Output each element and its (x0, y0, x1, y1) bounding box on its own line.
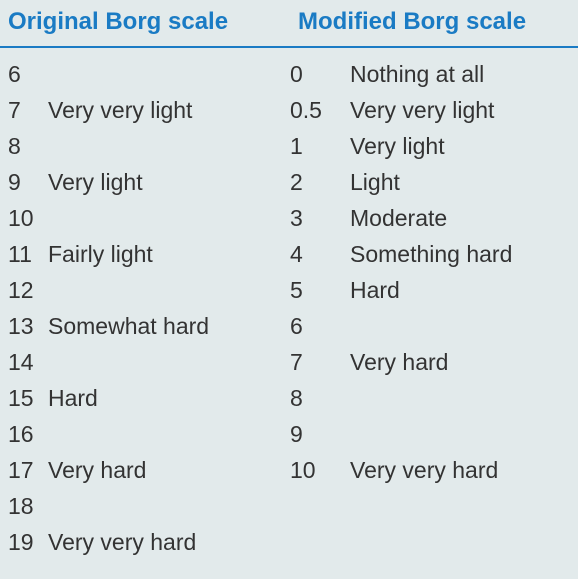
original-scale-number: 11 (8, 236, 48, 272)
original-scale-label (48, 272, 290, 308)
modified-scale-label (350, 488, 570, 524)
modified-scale-number: 9 (290, 416, 350, 452)
original-scale-label (48, 56, 290, 92)
modified-scale-label (350, 524, 570, 560)
modified-scale-label: Very hard (350, 344, 570, 380)
original-scale-number: 19 (8, 524, 48, 560)
modified-scale-label: Something hard (350, 236, 570, 272)
table-row: 10 3Moderate (8, 200, 570, 236)
original-scale-label: Very hard (48, 452, 290, 488)
modified-scale-number: 6 (290, 308, 350, 344)
header-original: Original Borg scale (8, 8, 298, 36)
modified-scale-number (290, 524, 350, 560)
table-row: 11Fairly light4Something hard (8, 236, 570, 272)
table-row: 6 0Nothing at all (8, 56, 570, 92)
original-scale-number: 15 (8, 380, 48, 416)
modified-scale-label: Very very light (350, 92, 570, 128)
table-row: 19Very very hard (8, 524, 570, 560)
original-scale-number: 17 (8, 452, 48, 488)
modified-scale-number: 3 (290, 200, 350, 236)
modified-scale-label: Very light (350, 128, 570, 164)
table-header-row: Original Borg scale Modified Borg scale (0, 0, 578, 48)
original-scale-label (48, 200, 290, 236)
original-scale-label: Very very hard (48, 524, 290, 560)
original-scale-label: Very very light (48, 92, 290, 128)
modified-scale-number: 7 (290, 344, 350, 380)
original-scale-label: Fairly light (48, 236, 290, 272)
original-scale-label: Very light (48, 164, 290, 200)
modified-scale-number: 5 (290, 272, 350, 308)
modified-scale-number (290, 488, 350, 524)
original-scale-label (48, 488, 290, 524)
original-scale-label (48, 416, 290, 452)
table-row: 9Very light2Light (8, 164, 570, 200)
original-scale-label (48, 128, 290, 164)
table-row: 14 7Very hard (8, 344, 570, 380)
original-scale-number: 12 (8, 272, 48, 308)
modified-scale-number: 10 (290, 452, 350, 488)
table-row: 15Hard8 (8, 380, 570, 416)
original-scale-label: Hard (48, 380, 290, 416)
original-scale-number: 18 (8, 488, 48, 524)
modified-scale-label: Hard (350, 272, 570, 308)
modified-scale-number: 2 (290, 164, 350, 200)
modified-scale-label (350, 308, 570, 344)
table-row: 17Very hard10Very very hard (8, 452, 570, 488)
modified-scale-number: 0.5 (290, 92, 350, 128)
original-scale-label: Somewhat hard (48, 308, 290, 344)
table-row: 16 9 (8, 416, 570, 452)
original-scale-number: 14 (8, 344, 48, 380)
table-row: 18 (8, 488, 570, 524)
original-scale-label (48, 344, 290, 380)
table-row: 7Very very light0.5Very very light (8, 92, 570, 128)
header-modified: Modified Borg scale (298, 8, 570, 36)
borg-scale-table: Original Borg scale Modified Borg scale … (0, 0, 578, 579)
modified-scale-label (350, 416, 570, 452)
original-scale-number: 6 (8, 56, 48, 92)
original-scale-number: 7 (8, 92, 48, 128)
table-body: 60Nothing at all7Very very light0.5Very … (0, 48, 578, 560)
modified-scale-label: Very very hard (350, 452, 570, 488)
original-scale-number: 9 (8, 164, 48, 200)
modified-scale-label: Light (350, 164, 570, 200)
table-row: 12 5Hard (8, 272, 570, 308)
original-scale-number: 8 (8, 128, 48, 164)
original-scale-number: 13 (8, 308, 48, 344)
modified-scale-number: 1 (290, 128, 350, 164)
modified-scale-label (350, 380, 570, 416)
original-scale-number: 16 (8, 416, 48, 452)
modified-scale-label: Nothing at all (350, 56, 570, 92)
modified-scale-number: 4 (290, 236, 350, 272)
modified-scale-number: 8 (290, 380, 350, 416)
table-row: 13Somewhat hard6 (8, 308, 570, 344)
original-scale-number: 10 (8, 200, 48, 236)
table-row: 8 1Very light (8, 128, 570, 164)
modified-scale-label: Moderate (350, 200, 570, 236)
modified-scale-number: 0 (290, 56, 350, 92)
